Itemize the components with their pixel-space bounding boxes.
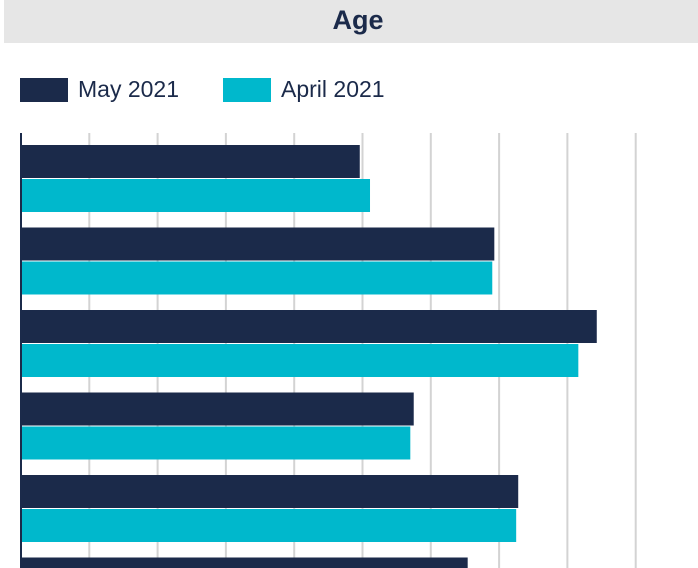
bar: [21, 145, 360, 178]
legend-swatch: [20, 78, 68, 102]
bar: [21, 475, 519, 508]
legend-label: May 2021: [78, 76, 179, 102]
bar: [21, 310, 597, 343]
bar: [21, 261, 493, 295]
title-band: [4, 0, 698, 43]
bar: [21, 179, 371, 212]
chart-title: Age: [332, 5, 383, 35]
legend-swatch: [223, 78, 271, 102]
bar: [21, 557, 468, 568]
bar: [21, 227, 495, 261]
bar: [21, 509, 517, 542]
bar: [21, 392, 414, 426]
legend-label: April 2021: [281, 76, 385, 102]
bar: [21, 344, 579, 377]
bar: [21, 426, 411, 460]
